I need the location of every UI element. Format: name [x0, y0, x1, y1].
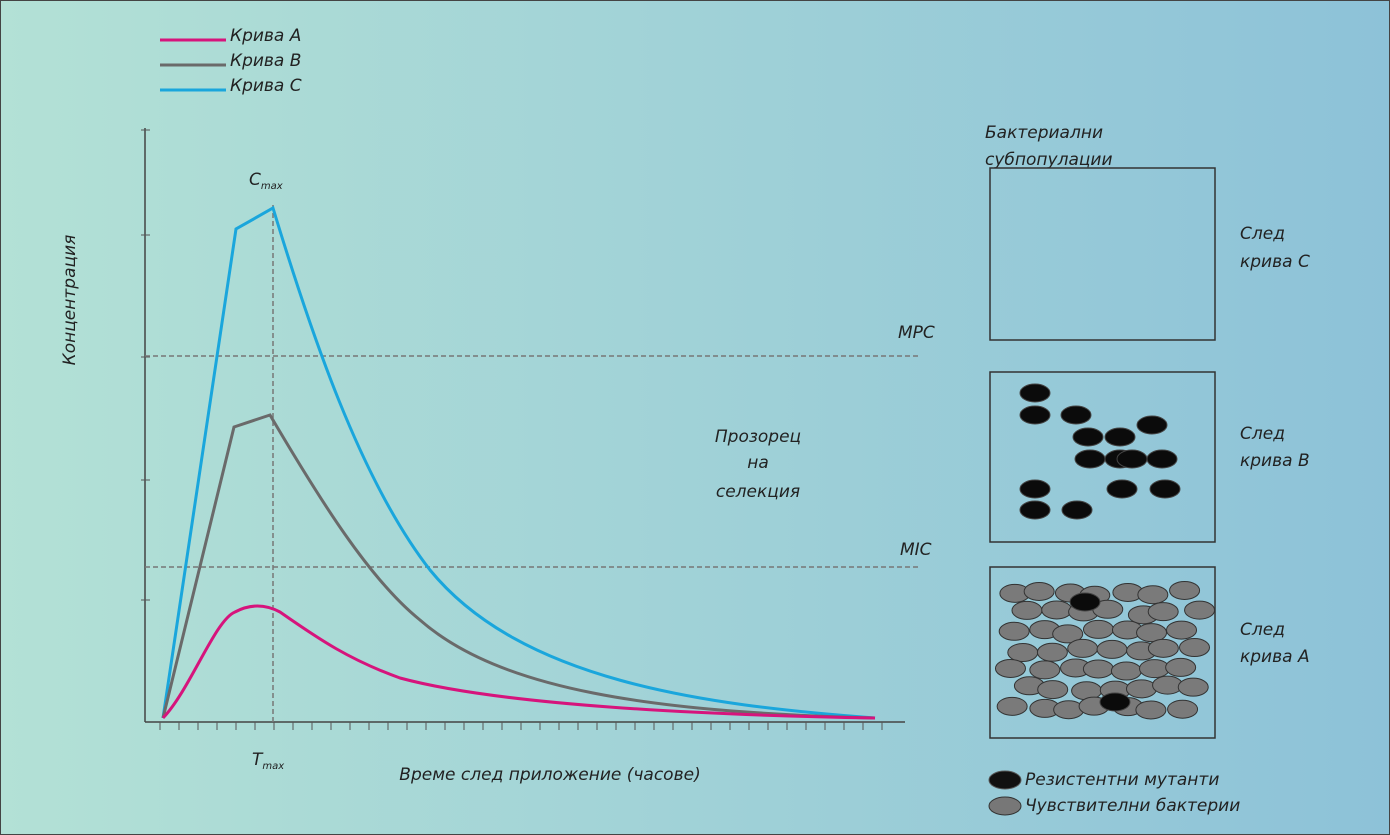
sensitive-bacterium [1038, 681, 1068, 699]
box-label: След [1240, 424, 1285, 444]
resistant-mutant [1020, 384, 1050, 402]
sensitive-bacterium [1185, 601, 1215, 619]
panel-title: Бактериални [985, 123, 1103, 143]
resistant-mutant [1117, 450, 1147, 468]
sensitive-bacterium [1153, 676, 1183, 694]
box-label: След [1240, 620, 1285, 640]
resistant-mutant [1150, 480, 1180, 498]
y-axis-label: Концентрация [60, 235, 80, 366]
resistant-mutant [1147, 450, 1177, 468]
key-marker [989, 797, 1021, 815]
window-label: Прозорец [715, 427, 801, 447]
sensitive-bacterium [1042, 601, 1072, 619]
resistant-mutant [1020, 406, 1050, 424]
resistant-mutant [1107, 480, 1137, 498]
resistant-mutant [1061, 406, 1091, 424]
sensitive-bacterium [1168, 700, 1198, 718]
sensitive-bacterium [1008, 644, 1038, 662]
sensitive-bacterium [1097, 640, 1127, 658]
key-label: Чувствителни бактерии [1025, 796, 1240, 816]
box-label: крива B [1240, 451, 1310, 471]
sensitive-bacterium [1178, 678, 1208, 696]
sensitive-bacterium [1037, 643, 1067, 661]
sensitive-bacterium [1083, 620, 1113, 638]
sensitive-bacterium [1136, 701, 1166, 719]
sensitive-bacterium [995, 659, 1025, 677]
x-axis-label: Време след приложение (часове) [399, 765, 700, 785]
legend-label: Крива C [230, 76, 302, 96]
sensitive-bacterium [999, 622, 1029, 640]
resistant-mutant [1137, 416, 1167, 434]
resistant-mutant [1075, 450, 1105, 468]
resistant-mutant [1020, 480, 1050, 498]
sensitive-bacterium [1138, 586, 1168, 604]
sensitive-bacterium [1126, 680, 1156, 698]
sensitive-bacterium [1148, 603, 1178, 621]
resistant-mutant [1100, 693, 1130, 711]
legend-label: Крива B [230, 51, 301, 71]
resistant-mutant [1105, 428, 1135, 446]
sensitive-bacterium [1068, 639, 1098, 657]
resistant-mutant [1070, 593, 1100, 611]
sensitive-bacterium [997, 697, 1027, 715]
window-label: селекция [716, 482, 800, 502]
sensitive-bacterium [1012, 601, 1042, 619]
sensitive-bacterium [1140, 660, 1170, 678]
resistant-mutant [1062, 501, 1092, 519]
sensitive-bacterium [1166, 658, 1196, 676]
sensitive-bacterium [1148, 639, 1178, 657]
box-label: След [1240, 224, 1285, 244]
sensitive-bacterium [1180, 639, 1210, 657]
box-label: крива A [1240, 647, 1310, 667]
diagram: Крива A Крива B Крива C Концентрация Вре… [0, 0, 1390, 835]
window-label: на [747, 453, 769, 473]
box-label: крива C [1240, 252, 1310, 272]
key-marker [989, 771, 1021, 789]
sensitive-bacterium [1170, 581, 1200, 599]
key-label: Резистентни мутанти [1025, 770, 1219, 790]
resistant-mutant [1020, 501, 1050, 519]
sensitive-bacterium [1083, 660, 1113, 678]
sensitive-bacterium [1030, 661, 1060, 679]
mic-label: MIC [900, 540, 932, 560]
resistant-mutant [1073, 428, 1103, 446]
sensitive-bacterium [1024, 582, 1054, 600]
sensitive-bacterium [1111, 662, 1141, 680]
mpc-label: MPC [898, 323, 935, 343]
panel-title: субпопулации [985, 150, 1113, 170]
sensitive-bacterium [1167, 621, 1197, 639]
legend-label: Крива A [230, 26, 301, 46]
